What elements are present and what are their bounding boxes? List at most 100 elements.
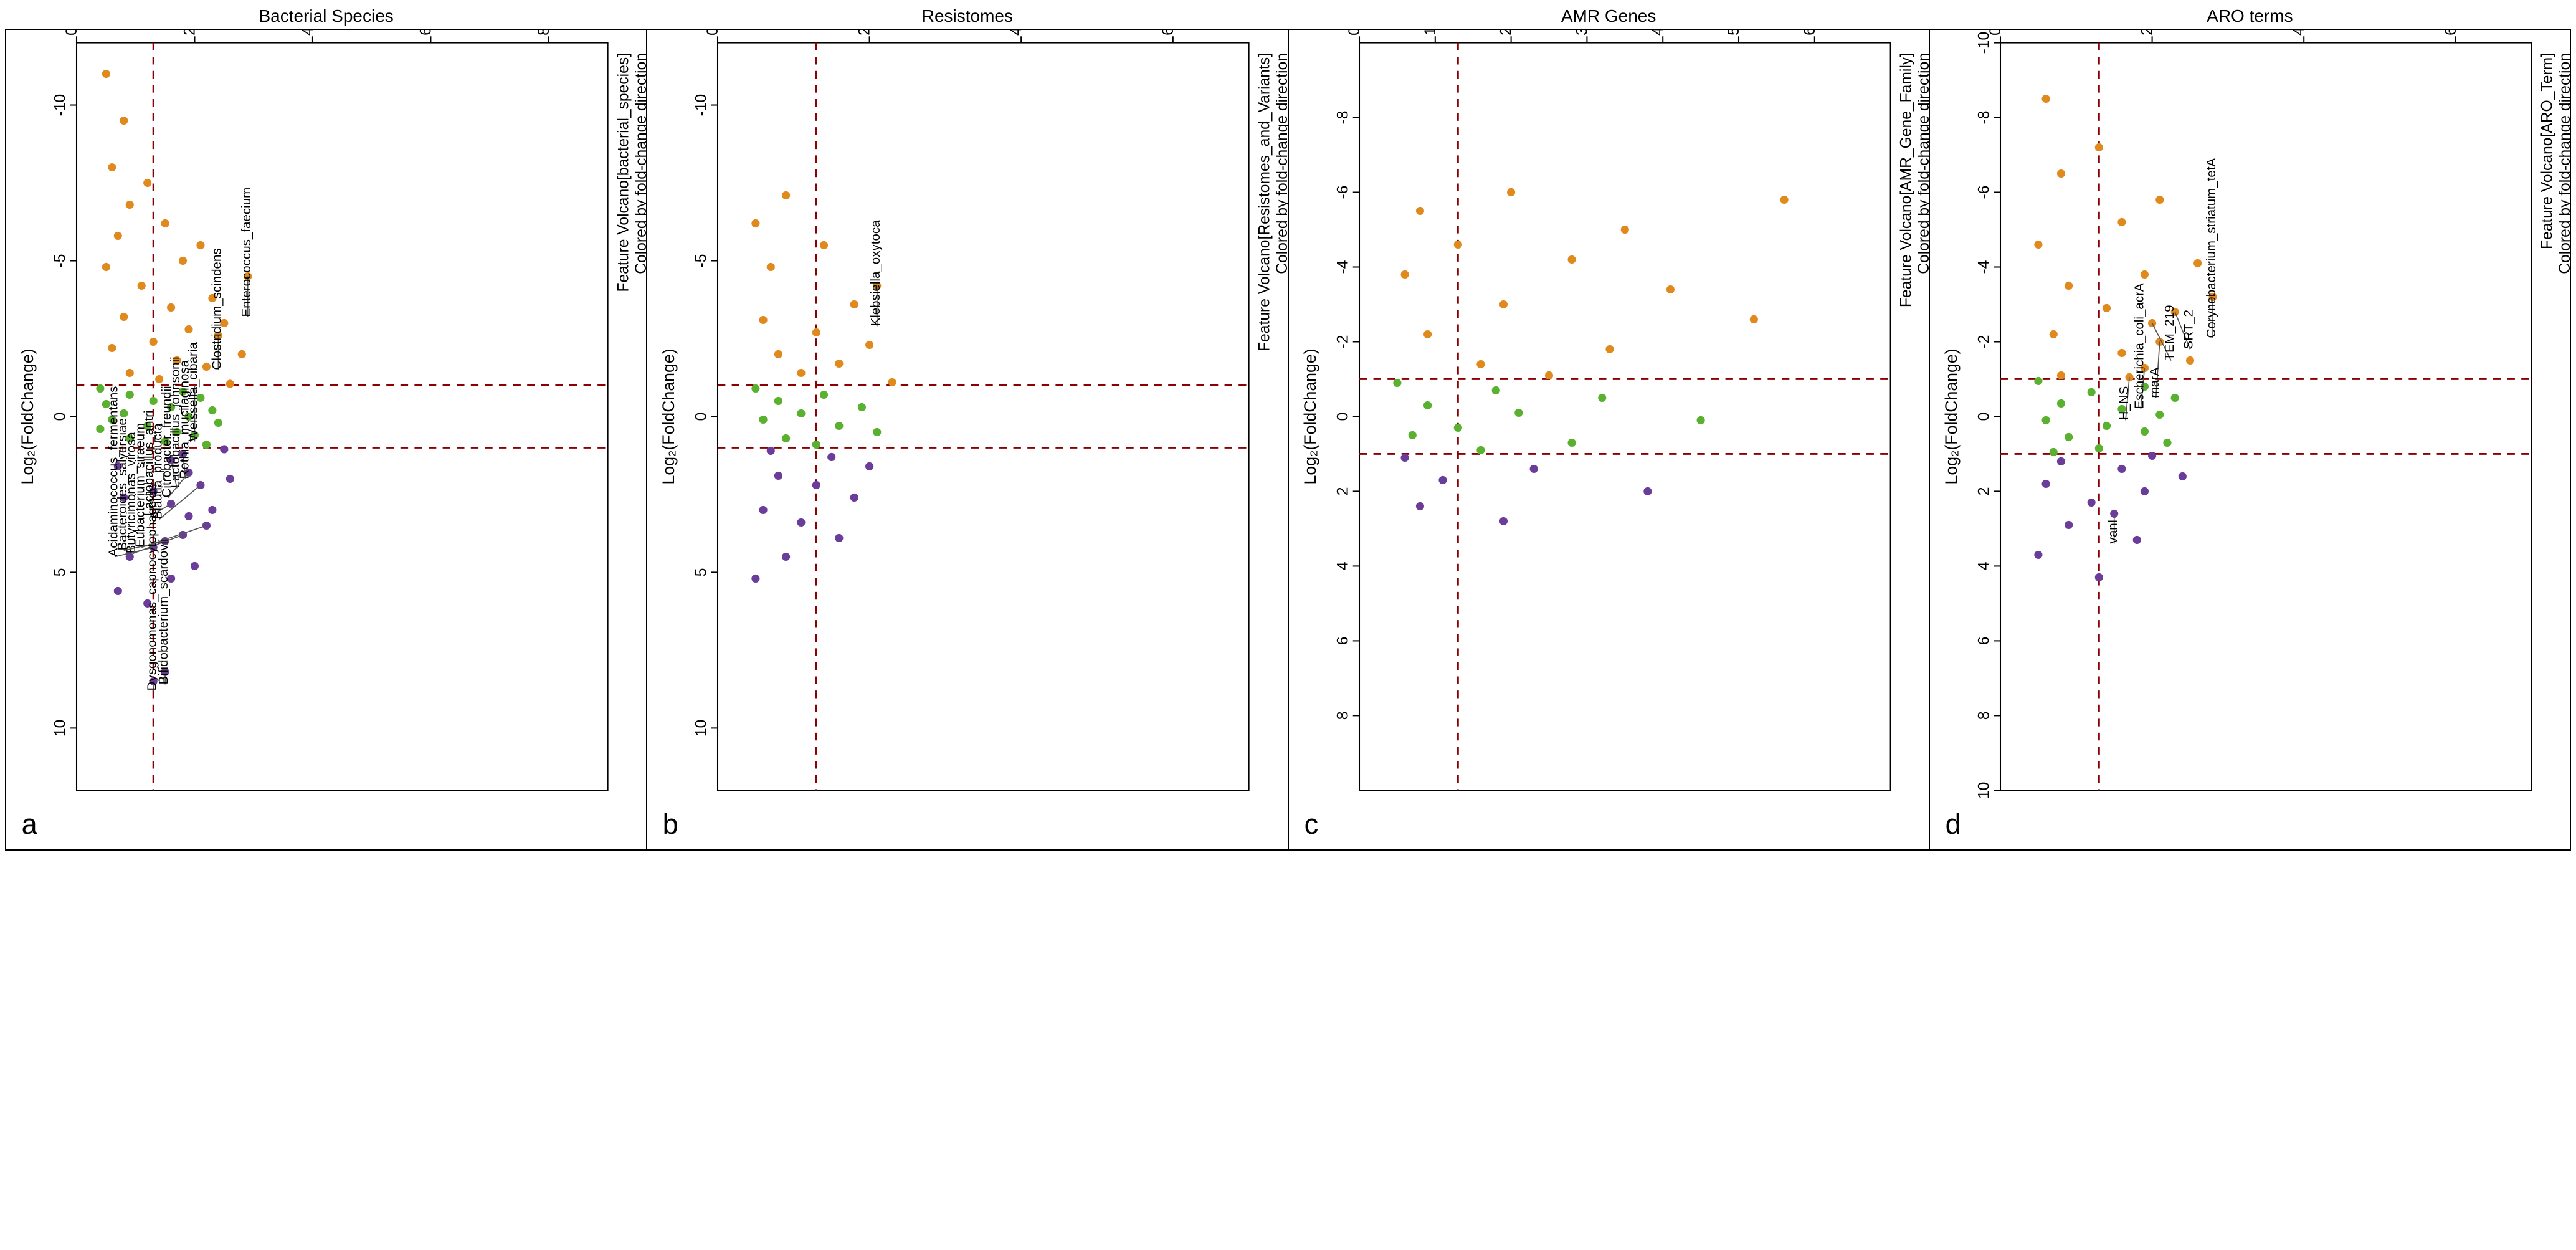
xtick-label: -10: [1975, 32, 1992, 54]
point-up: [865, 341, 873, 349]
xtick-label: 6: [1975, 637, 1992, 646]
point-up: [1507, 188, 1515, 196]
xtick-label: 0: [52, 413, 69, 421]
plot-feature-title: Feature Volcano[AMR_Gene_Family]: [1898, 53, 1914, 307]
xtick-label: 8: [1975, 712, 1992, 720]
xtick-label: -6: [1975, 186, 1992, 199]
callout-label: marA: [2147, 367, 2162, 398]
point-down: [1499, 517, 1507, 525]
xtick-label: -5: [52, 254, 69, 268]
point-down: [220, 445, 228, 453]
plot-subtitle: Colored by fold-change direction: [2557, 53, 2570, 274]
xtick-label: 5: [52, 568, 69, 577]
xtick-label: 10: [1975, 782, 1992, 799]
point-down: [2178, 472, 2186, 480]
point-neutral: [1696, 416, 1704, 424]
ytick-label: 6: [1801, 30, 1818, 36]
plot-feature-title: Feature Volcano[Resistomes_and_Variants]: [1257, 53, 1273, 351]
ytick-label: 4: [300, 30, 316, 36]
point-up: [2034, 241, 2042, 249]
xtick-label: 0: [1975, 413, 1992, 421]
plot-feature-title: Feature Volcano[ARO_Term]: [2539, 53, 2555, 249]
point-down: [827, 453, 835, 461]
plot-frame: 0246-10-50510−log₁₀(pvalue)Log₂(FoldChan…: [646, 29, 1288, 851]
point-down: [850, 494, 858, 502]
xtick-label: 10: [52, 720, 69, 737]
plot-subtitle: Colored by fold-change direction: [1916, 53, 1929, 274]
point-up: [102, 263, 110, 271]
ytick-label: 4: [1008, 30, 1025, 36]
volcano-panel-d: ARO terms0246-10-8-6-4-20246810−log₁₀(pv…: [1930, 6, 2570, 851]
xtick-label: -5: [693, 254, 710, 268]
point-up: [2117, 218, 2126, 226]
point-neutral: [835, 422, 844, 430]
point-up: [2057, 169, 2065, 178]
point-down: [114, 587, 122, 595]
plot-subtitle: Colored by fold-change direction: [1274, 53, 1287, 274]
xtick-label: -10: [693, 94, 710, 117]
point-down: [2065, 521, 2073, 529]
ytick-label: 2: [181, 30, 198, 36]
point-up: [2095, 143, 2103, 151]
point-neutral: [1491, 386, 1499, 394]
panel-letter: d: [1945, 808, 1961, 840]
point-down: [2095, 573, 2103, 581]
point-neutral: [1393, 379, 1401, 387]
point-neutral: [1408, 431, 1416, 439]
point-up: [1666, 285, 1674, 293]
xtick-label: 2: [1975, 487, 1992, 496]
xtick-label: -2: [1334, 335, 1351, 349]
callout-label: SRT_2: [2181, 310, 2195, 350]
point-neutral: [1598, 394, 1606, 402]
point-up: [2117, 349, 2126, 357]
point-up: [2057, 371, 2065, 379]
ytick-label: 8: [536, 30, 553, 36]
panel-letter: a: [22, 808, 38, 840]
point-down: [226, 475, 234, 483]
point-up: [1567, 255, 1576, 264]
xtick-label: 6: [1334, 637, 1351, 646]
point-up: [2103, 304, 2111, 312]
point-neutral: [202, 441, 211, 449]
point-up: [196, 241, 204, 249]
point-down: [752, 575, 760, 583]
point-neutral: [820, 391, 828, 399]
point-neutral: [2065, 433, 2073, 441]
point-neutral: [208, 406, 216, 414]
volcano-plot: 02468-10-50510−log₁₀(pvalue)Log₂(FoldCha…: [6, 30, 646, 849]
point-down: [797, 518, 806, 527]
panel-title: Resistomes: [922, 6, 1013, 26]
xtick-label: 0: [693, 413, 710, 421]
point-neutral: [1567, 439, 1576, 447]
point-neutral: [873, 428, 881, 436]
x-axis-label: Log₂(FoldChange): [659, 348, 678, 484]
point-down: [2132, 536, 2141, 544]
point-down: [208, 506, 216, 514]
point-down: [2034, 551, 2042, 559]
ytick-label: 0: [705, 30, 721, 36]
point-up: [812, 328, 820, 336]
point-neutral: [2034, 377, 2042, 385]
xtick-label: -10: [52, 94, 69, 117]
point-up: [1620, 226, 1628, 234]
point-neutral: [1453, 424, 1461, 432]
plot-frame: 0123456-8-6-4-202468−log₁₀(pvalue)Log₂(F…: [1288, 29, 1930, 851]
point-up: [114, 232, 122, 240]
point-down: [2087, 499, 2095, 507]
volcano-panel-b: Resistomes0246-10-50510−log₁₀(pvalue)Log…: [647, 6, 1287, 851]
point-up: [774, 350, 782, 358]
point-up: [150, 338, 158, 346]
point-up: [161, 219, 169, 227]
point-neutral: [96, 425, 104, 433]
point-neutral: [2163, 439, 2171, 447]
point-up: [767, 263, 775, 271]
ytick-label: 1: [1422, 30, 1438, 36]
point-down: [759, 506, 768, 514]
point-down: [812, 481, 820, 489]
point-up: [820, 241, 828, 249]
x-axis-label: Log₂(FoldChange): [18, 348, 37, 484]
xtick-label: -4: [1334, 260, 1351, 274]
point-up: [835, 360, 844, 368]
ytick-label: 6: [2443, 30, 2460, 36]
point-neutral: [126, 391, 134, 399]
